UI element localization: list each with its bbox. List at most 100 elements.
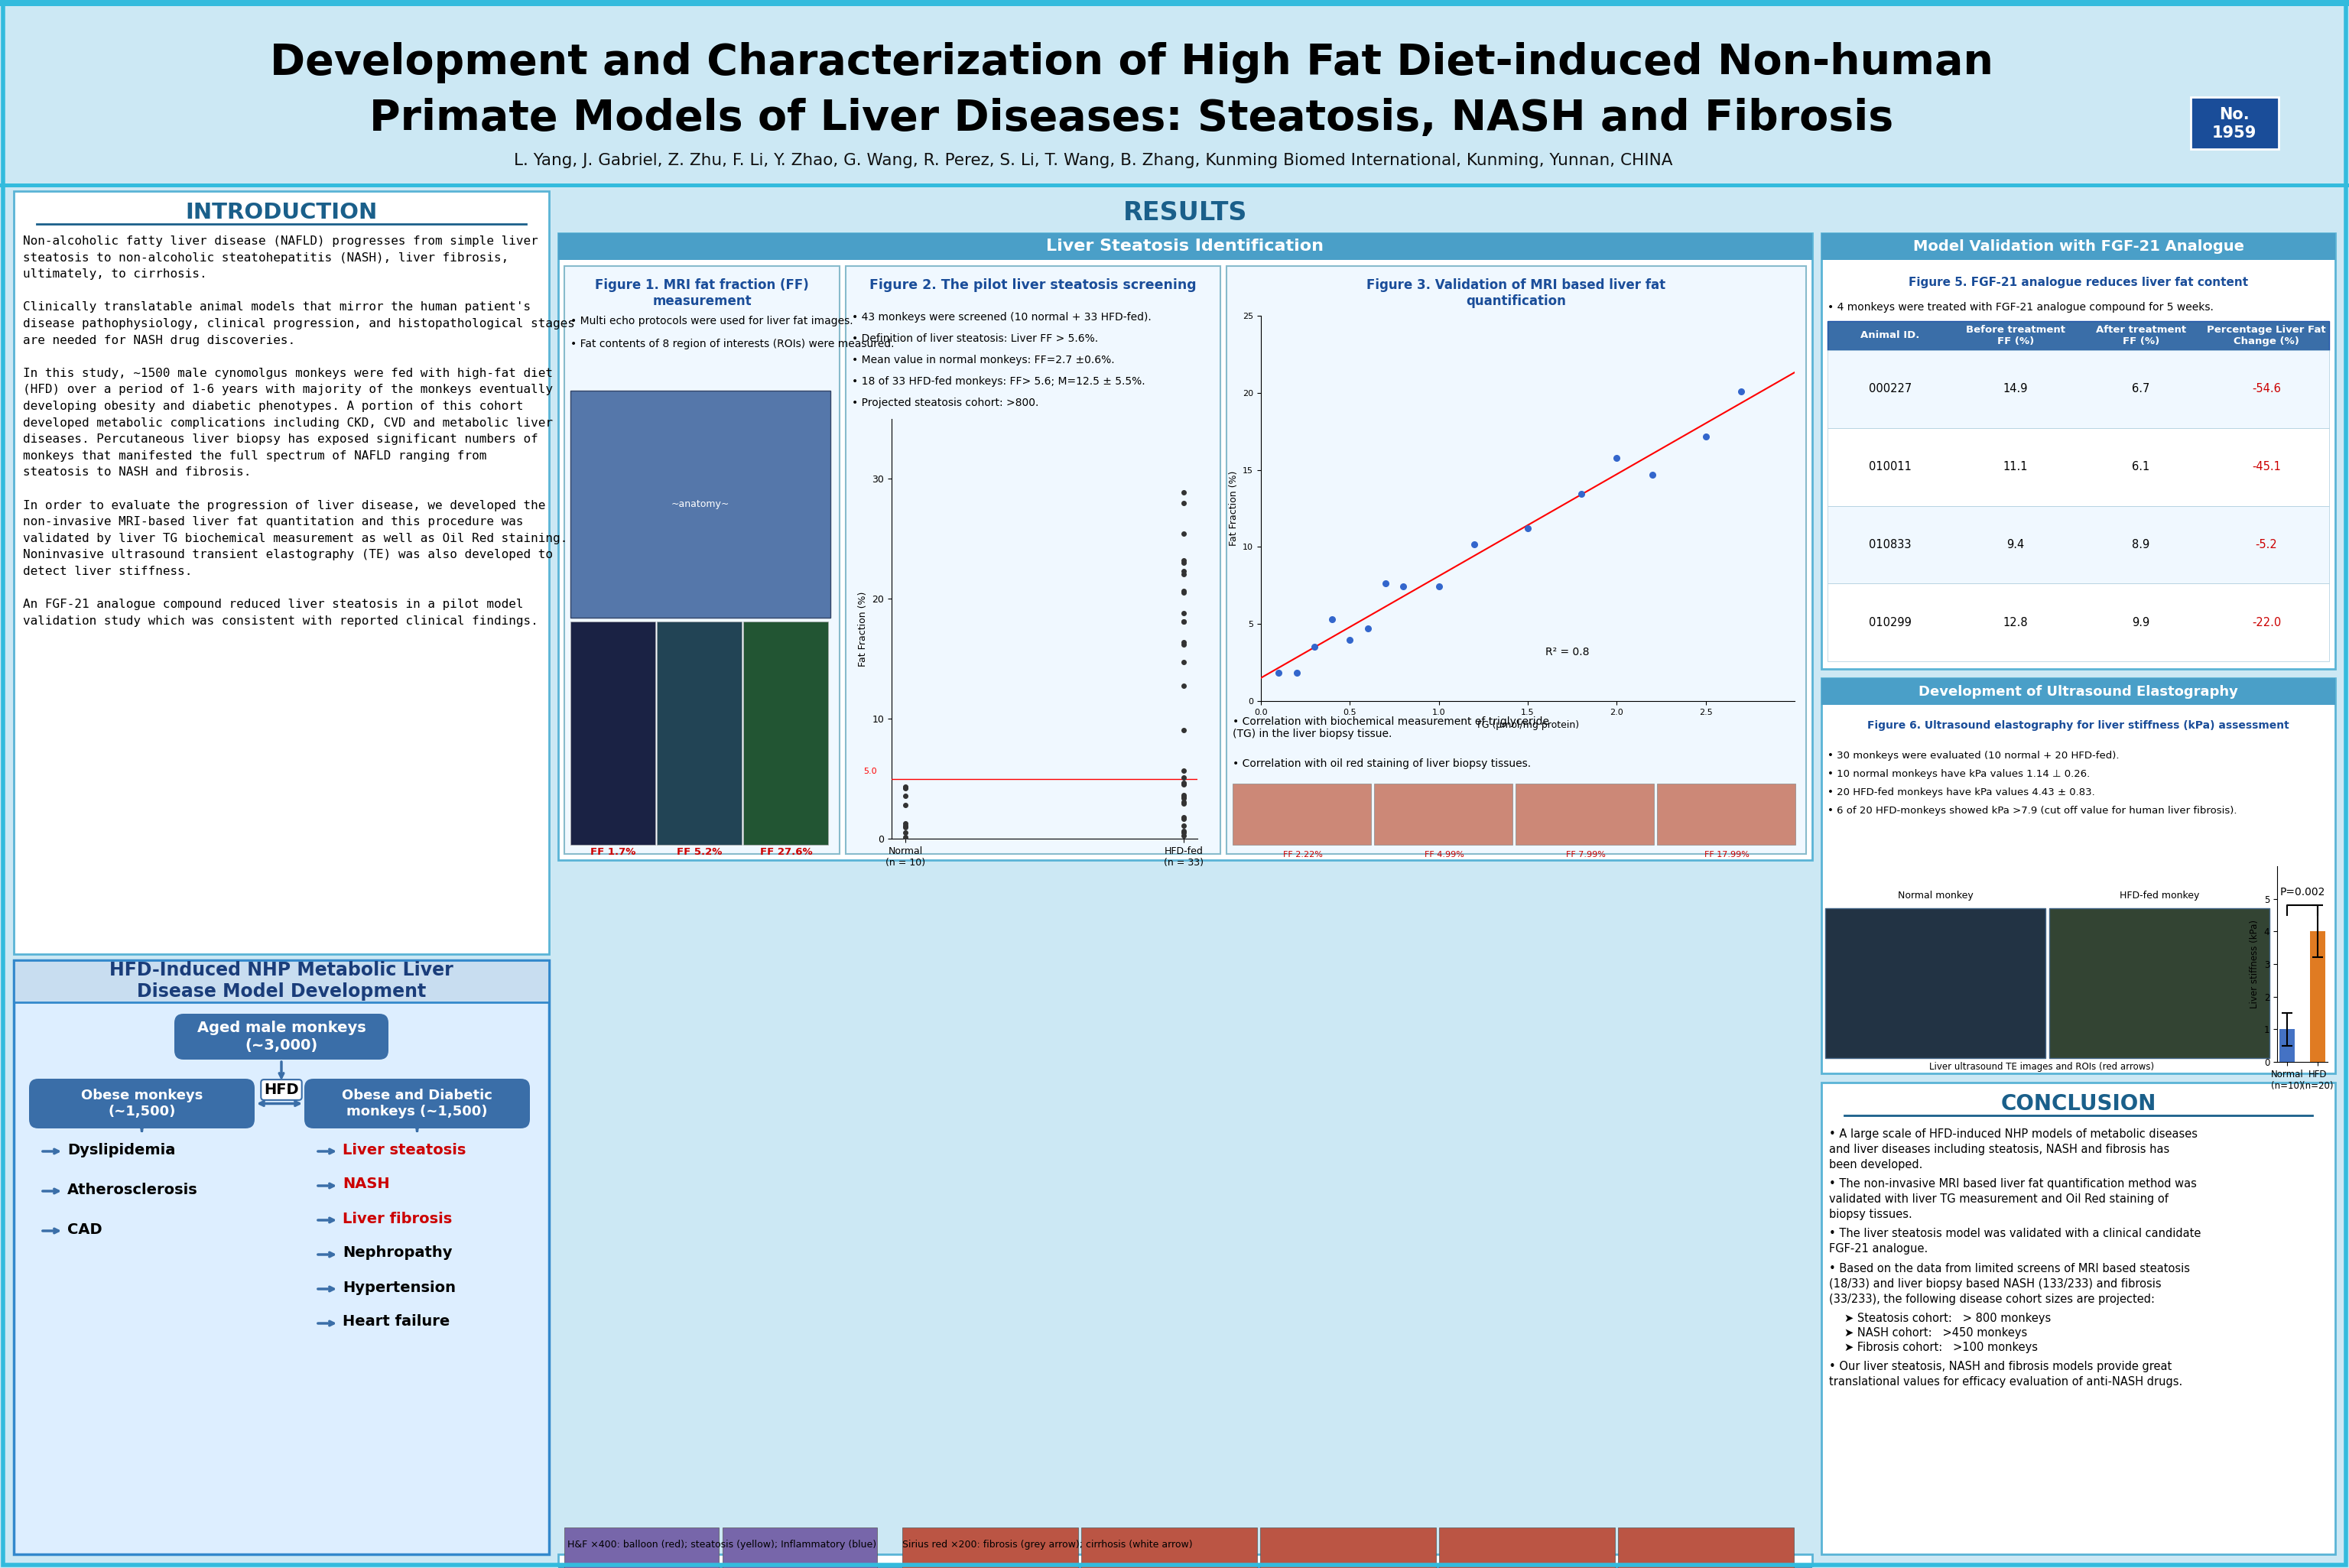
Text: Obese monkeys
(~1,500): Obese monkeys (~1,500) — [80, 1088, 202, 1118]
Text: 8.9: 8.9 — [2133, 539, 2149, 550]
Text: • 18 of 33 HFD-fed monkeys: FF> 5.6; M=12.5 ± 5.5%.: • 18 of 33 HFD-fed monkeys: FF> 5.6; M=1… — [853, 376, 1146, 387]
Text: 14.9: 14.9 — [2004, 383, 2027, 395]
Text: ~anatomy~: ~anatomy~ — [672, 499, 731, 510]
FancyBboxPatch shape — [1656, 784, 1795, 845]
Bar — [2309, 931, 2326, 1062]
Text: FF 7.99%: FF 7.99% — [1567, 851, 1604, 859]
Text: • Fat contents of 8 region of interests (ROIs) were measured.: • Fat contents of 8 region of interests … — [571, 339, 895, 350]
Text: Liver Steatosis Identification: Liver Steatosis Identification — [1045, 238, 1325, 254]
FancyBboxPatch shape — [14, 960, 550, 1554]
FancyBboxPatch shape — [1828, 428, 2330, 506]
Text: CAD: CAD — [68, 1221, 101, 1237]
FancyBboxPatch shape — [1226, 267, 1806, 855]
FancyBboxPatch shape — [846, 267, 1221, 855]
FancyBboxPatch shape — [28, 1079, 254, 1129]
Text: After treatment
FF (%): After treatment FF (%) — [2095, 325, 2187, 347]
Text: Normal monkey: Normal monkey — [1898, 891, 1973, 900]
Text: Atherosclerosis: Atherosclerosis — [68, 1182, 197, 1196]
Text: • Definition of liver steatosis: Liver FF > 5.6%.: • Definition of liver steatosis: Liver F… — [853, 334, 1097, 343]
Text: Primate Models of Liver Diseases: Steatosis, NASH and Fibrosis: Primate Models of Liver Diseases: Steato… — [369, 97, 1893, 140]
Text: L. Yang, J. Gabriel, Z. Zhu, F. Li, Y. Zhao, G. Wang, R. Perez, S. Li, T. Wang, : L. Yang, J. Gabriel, Z. Zhu, F. Li, Y. Z… — [514, 154, 1672, 168]
Text: • 10 normal monkeys have kPa values 1.14 ⊥ 0.26.: • 10 normal monkeys have kPa values 1.14… — [1828, 768, 2091, 779]
FancyBboxPatch shape — [559, 234, 1811, 260]
FancyBboxPatch shape — [2192, 97, 2279, 149]
Text: Animal ID.: Animal ID. — [1860, 331, 1919, 340]
Text: -45.1: -45.1 — [2253, 461, 2281, 472]
Text: 010299: 010299 — [1870, 616, 1912, 629]
Point — [1384, 574, 1421, 599]
Text: 9.4: 9.4 — [2006, 539, 2025, 550]
Text: Liver steatosis: Liver steatosis — [343, 1143, 465, 1157]
Text: Figure 2. The pilot liver steatosis screening: Figure 2. The pilot liver steatosis scre… — [869, 278, 1196, 292]
Text: 5.0: 5.0 — [864, 768, 876, 775]
Text: Dyslipidemia: Dyslipidemia — [68, 1143, 176, 1157]
Text: • 4 monkeys were treated with FGF-21 analogue compound for 5 weeks.: • 4 monkeys were treated with FGF-21 ana… — [1828, 303, 2213, 312]
Point — [1332, 627, 1369, 652]
FancyBboxPatch shape — [1440, 1527, 1616, 1568]
Point — [1633, 463, 1670, 488]
FancyBboxPatch shape — [723, 1527, 876, 1568]
Point — [1313, 607, 1351, 632]
Text: FF 27.6%: FF 27.6% — [759, 847, 813, 858]
Point — [1508, 516, 1546, 541]
Text: Development and Characterization of High Fat Diet-induced Non-human: Development and Characterization of High… — [270, 42, 1994, 83]
Text: Hypertension: Hypertension — [343, 1279, 456, 1295]
FancyBboxPatch shape — [1081, 1527, 1257, 1568]
Text: • 6 of 20 HFD-monkeys showed kPa >7.9 (cut off value for human liver fibrosis).: • 6 of 20 HFD-monkeys showed kPa >7.9 (c… — [1828, 806, 2236, 815]
Text: -22.0: -22.0 — [2253, 616, 2281, 629]
FancyBboxPatch shape — [2048, 908, 2269, 1058]
Text: Development of Ultrasound Elastography: Development of Ultrasound Elastography — [1919, 685, 2239, 698]
Text: • Based on the data from limited screens of MRI based steatosis
(18/33) and live: • Based on the data from limited screens… — [1830, 1262, 2189, 1305]
Text: • Multi echo protocols were used for liver fat images.: • Multi echo protocols were used for liv… — [571, 315, 853, 326]
Text: ➤ Steatosis cohort:   > 800 monkeys: ➤ Steatosis cohort: > 800 monkeys — [1844, 1312, 2051, 1323]
Text: Figure 6. Ultrasound elastography for liver stiffness (kPa) assessment: Figure 6. Ultrasound elastography for li… — [1867, 720, 2290, 731]
FancyBboxPatch shape — [1820, 1082, 2335, 1554]
Text: • Our liver steatosis, NASH and fibrosis models provide great
translational valu: • Our liver steatosis, NASH and fibrosis… — [1830, 1361, 2182, 1388]
Text: • 43 monkeys were screened (10 normal + 33 HFD-fed).: • 43 monkeys were screened (10 normal + … — [853, 312, 1151, 323]
FancyBboxPatch shape — [1825, 908, 2046, 1058]
Y-axis label: Liver stiffness (kPa): Liver stiffness (kPa) — [2250, 920, 2260, 1008]
Point — [1367, 571, 1405, 596]
Point — [1259, 660, 1297, 685]
Text: Heart failure: Heart failure — [343, 1314, 449, 1330]
FancyBboxPatch shape — [559, 1566, 1811, 1568]
Text: FF 4.99%: FF 4.99% — [1423, 851, 1463, 859]
FancyBboxPatch shape — [559, 1554, 1811, 1566]
Text: -54.6: -54.6 — [2253, 383, 2281, 395]
FancyBboxPatch shape — [564, 1527, 719, 1568]
Text: HFD: HFD — [263, 1082, 298, 1098]
Text: RESULTS: RESULTS — [1123, 199, 1247, 226]
FancyBboxPatch shape — [1233, 784, 1372, 845]
FancyBboxPatch shape — [1374, 784, 1513, 845]
FancyBboxPatch shape — [559, 234, 1811, 861]
Text: -5.2: -5.2 — [2255, 539, 2279, 550]
Text: R² = 0.8: R² = 0.8 — [1546, 646, 1590, 657]
Text: ➤ NASH cohort:   >450 monkeys: ➤ NASH cohort: >450 monkeys — [1844, 1327, 2027, 1339]
FancyBboxPatch shape — [1515, 784, 1654, 845]
Text: Figure 3. Validation of MRI based liver fat
quantification: Figure 3. Validation of MRI based liver … — [1367, 278, 1665, 307]
Text: Obese and Diabetic
monkeys (~1,500): Obese and Diabetic monkeys (~1,500) — [343, 1088, 493, 1118]
Text: Model Validation with FGF-21 Analogue: Model Validation with FGF-21 Analogue — [1912, 240, 2243, 254]
Text: 6.1: 6.1 — [2133, 461, 2149, 472]
FancyBboxPatch shape — [564, 267, 839, 855]
Text: Aged male monkeys
(~3,000): Aged male monkeys (~3,000) — [197, 1021, 366, 1052]
Point — [1278, 660, 1315, 685]
Text: HFD-Induced NHP Metabolic Liver
Disease Model Development: HFD-Induced NHP Metabolic Liver Disease … — [110, 961, 453, 1000]
FancyBboxPatch shape — [174, 1014, 388, 1060]
Text: Figure 1. MRI fat fraction (FF)
measurement: Figure 1. MRI fat fraction (FF) measurem… — [594, 278, 808, 307]
Text: H&F ×400: balloon (red); steatosis (yellow); Inflammatory (blue): H&F ×400: balloon (red); steatosis (yell… — [568, 1540, 876, 1549]
Y-axis label: Fat Fraction (%): Fat Fraction (%) — [857, 591, 867, 666]
Point — [1562, 481, 1600, 506]
FancyBboxPatch shape — [1828, 506, 2330, 583]
Point — [1687, 423, 1724, 448]
FancyBboxPatch shape — [14, 191, 550, 953]
Text: Nephropathy: Nephropathy — [343, 1245, 453, 1261]
Point — [1597, 445, 1635, 470]
Text: • Projected steatosis cohort: >800.: • Projected steatosis cohort: >800. — [853, 398, 1038, 408]
Text: Percentage Liver Fat
Change (%): Percentage Liver Fat Change (%) — [2208, 325, 2326, 347]
Text: FF 1.7%: FF 1.7% — [590, 847, 637, 858]
FancyBboxPatch shape — [902, 1527, 1078, 1568]
Text: • 30 monkeys were evaluated (10 normal + 20 HFD-fed).: • 30 monkeys were evaluated (10 normal +… — [1828, 751, 2119, 760]
Text: INTRODUCTION: INTRODUCTION — [186, 202, 378, 223]
FancyBboxPatch shape — [305, 1079, 531, 1129]
